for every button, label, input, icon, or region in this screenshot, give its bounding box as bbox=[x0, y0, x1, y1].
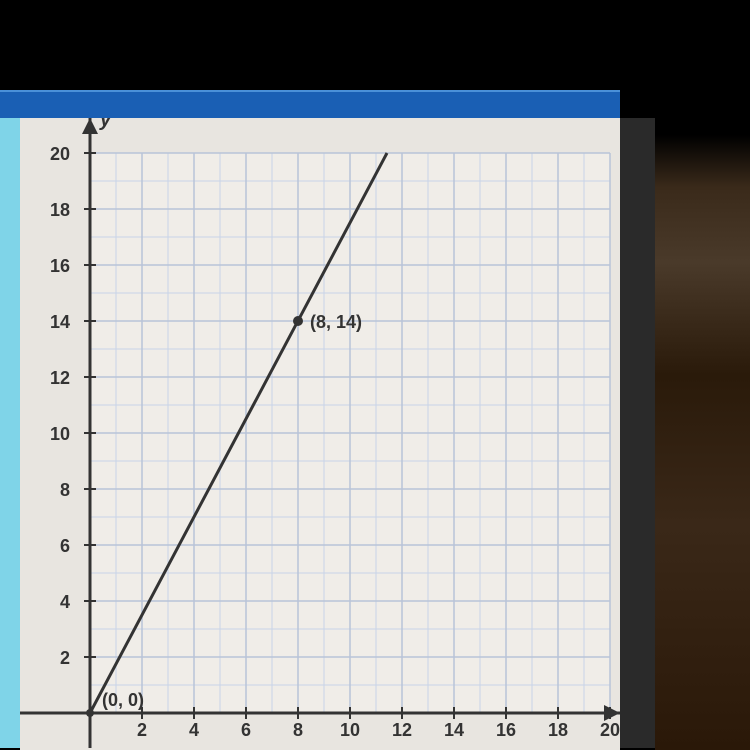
y-tick-label: 10 bbox=[50, 424, 70, 444]
left-accent bbox=[0, 118, 20, 748]
y-tick-label: 16 bbox=[50, 256, 70, 276]
y-tick-label: 4 bbox=[60, 592, 70, 612]
origin-point bbox=[86, 709, 94, 717]
y-tick-label: 18 bbox=[50, 200, 70, 220]
x-tick-label: 2 bbox=[137, 720, 147, 740]
y-axis-label: y bbox=[99, 118, 112, 131]
x-tick-label: 14 bbox=[444, 720, 464, 740]
window-titlebar bbox=[0, 90, 620, 120]
graph-area: 2 4 6 8 10 12 14 16 18 20 2 4 6 8 10 12 … bbox=[20, 118, 620, 750]
line-chart: 2 4 6 8 10 12 14 16 18 20 2 4 6 8 10 12 … bbox=[20, 118, 620, 750]
x-tick-label: 16 bbox=[496, 720, 516, 740]
right-shadow bbox=[620, 118, 655, 748]
y-axis-arrow-icon bbox=[82, 118, 98, 134]
origin-label: (0, 0) bbox=[102, 690, 144, 710]
y-tick-label: 20 bbox=[50, 144, 70, 164]
x-tick-label: 4 bbox=[189, 720, 199, 740]
screen-container: 2 4 6 8 10 12 14 16 18 20 2 4 6 8 10 12 … bbox=[0, 0, 750, 750]
x-tick-label: 18 bbox=[548, 720, 568, 740]
y-tick-label: 8 bbox=[60, 480, 70, 500]
y-tick-label: 2 bbox=[60, 648, 70, 668]
y-tick-labels: 2 4 6 8 10 12 14 16 18 20 bbox=[50, 144, 70, 668]
point-label: (8, 14) bbox=[310, 312, 362, 332]
x-tick-label: 12 bbox=[392, 720, 412, 740]
right-margin bbox=[655, 0, 750, 750]
x-tick-label: 10 bbox=[340, 720, 360, 740]
x-axis-arrow-icon bbox=[604, 705, 620, 721]
x-tick-label: 6 bbox=[241, 720, 251, 740]
y-tick-label: 12 bbox=[50, 368, 70, 388]
data-point bbox=[293, 316, 303, 326]
x-tick-label: 8 bbox=[293, 720, 303, 740]
x-tick-labels: 2 4 6 8 10 12 14 16 18 20 bbox=[137, 720, 620, 740]
y-tick-label: 14 bbox=[50, 312, 70, 332]
x-tick-label: 20 bbox=[600, 720, 620, 740]
y-tick-label: 6 bbox=[60, 536, 70, 556]
